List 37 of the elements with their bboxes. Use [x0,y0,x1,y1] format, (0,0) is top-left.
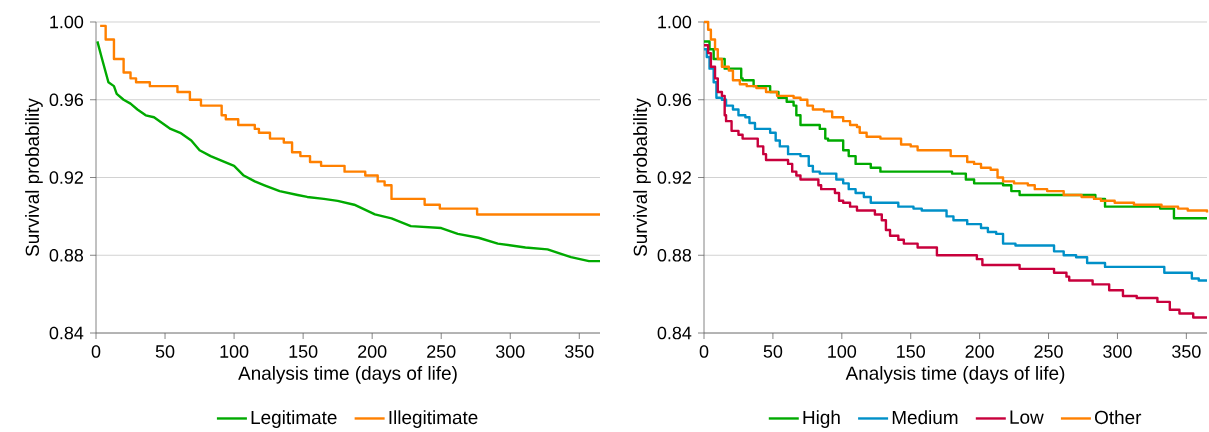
legend-label: Illegitimate [389,410,478,428]
y-tick-label: 0.96 [49,93,84,107]
legend-label: High [803,410,840,428]
legend-label: Medium [892,410,958,425]
y-tick-label: 1.00 [50,15,84,29]
x-tick-label: 200 [965,345,994,358]
x-axis-title: Analysis time (days of life) [845,366,1065,384]
x-tick-label: 150 [897,345,925,358]
y-tick-label: 0.88 [49,248,84,262]
x-tick-label: 50 [763,345,783,358]
x-axis-title: Analysis time (days of life) [238,366,457,384]
legend-label: Legitimate [251,410,337,428]
line-series [96,40,602,263]
x-tick-label: 100 [220,345,249,358]
y-tick-label: 0.96 [657,93,692,107]
legend-label: Other [1095,410,1142,425]
x-tick-label: 50 [155,345,175,358]
x-tick-label: 350 [1172,345,1201,358]
y-axis-title: Survival probability [25,98,43,257]
x-tick-label: 100 [828,345,857,358]
y-tick-label: 0.84 [657,326,692,340]
x-tick-label: 300 [495,345,525,358]
legend-label: Low [1010,410,1044,424]
y-tick-label: 0.92 [657,171,691,184]
y-tick-label: 0.84 [49,326,84,340]
y-tick-label: 0.92 [49,171,83,184]
x-tick-label: 300 [1103,345,1132,358]
y-tick-label: 0.88 [657,248,692,262]
y-tick-label: 1.00 [658,15,692,29]
x-tick-label: 150 [289,345,318,358]
y-axis-title: Survival probability [633,98,651,257]
x-tick-label: 250 [1034,345,1063,358]
x-tick-label: 0 [91,345,101,358]
x-tick-label: 250 [427,345,456,358]
x-tick-label: 350 [565,345,594,358]
x-tick-label: 200 [358,345,387,358]
x-tick-label: 0 [699,345,709,358]
